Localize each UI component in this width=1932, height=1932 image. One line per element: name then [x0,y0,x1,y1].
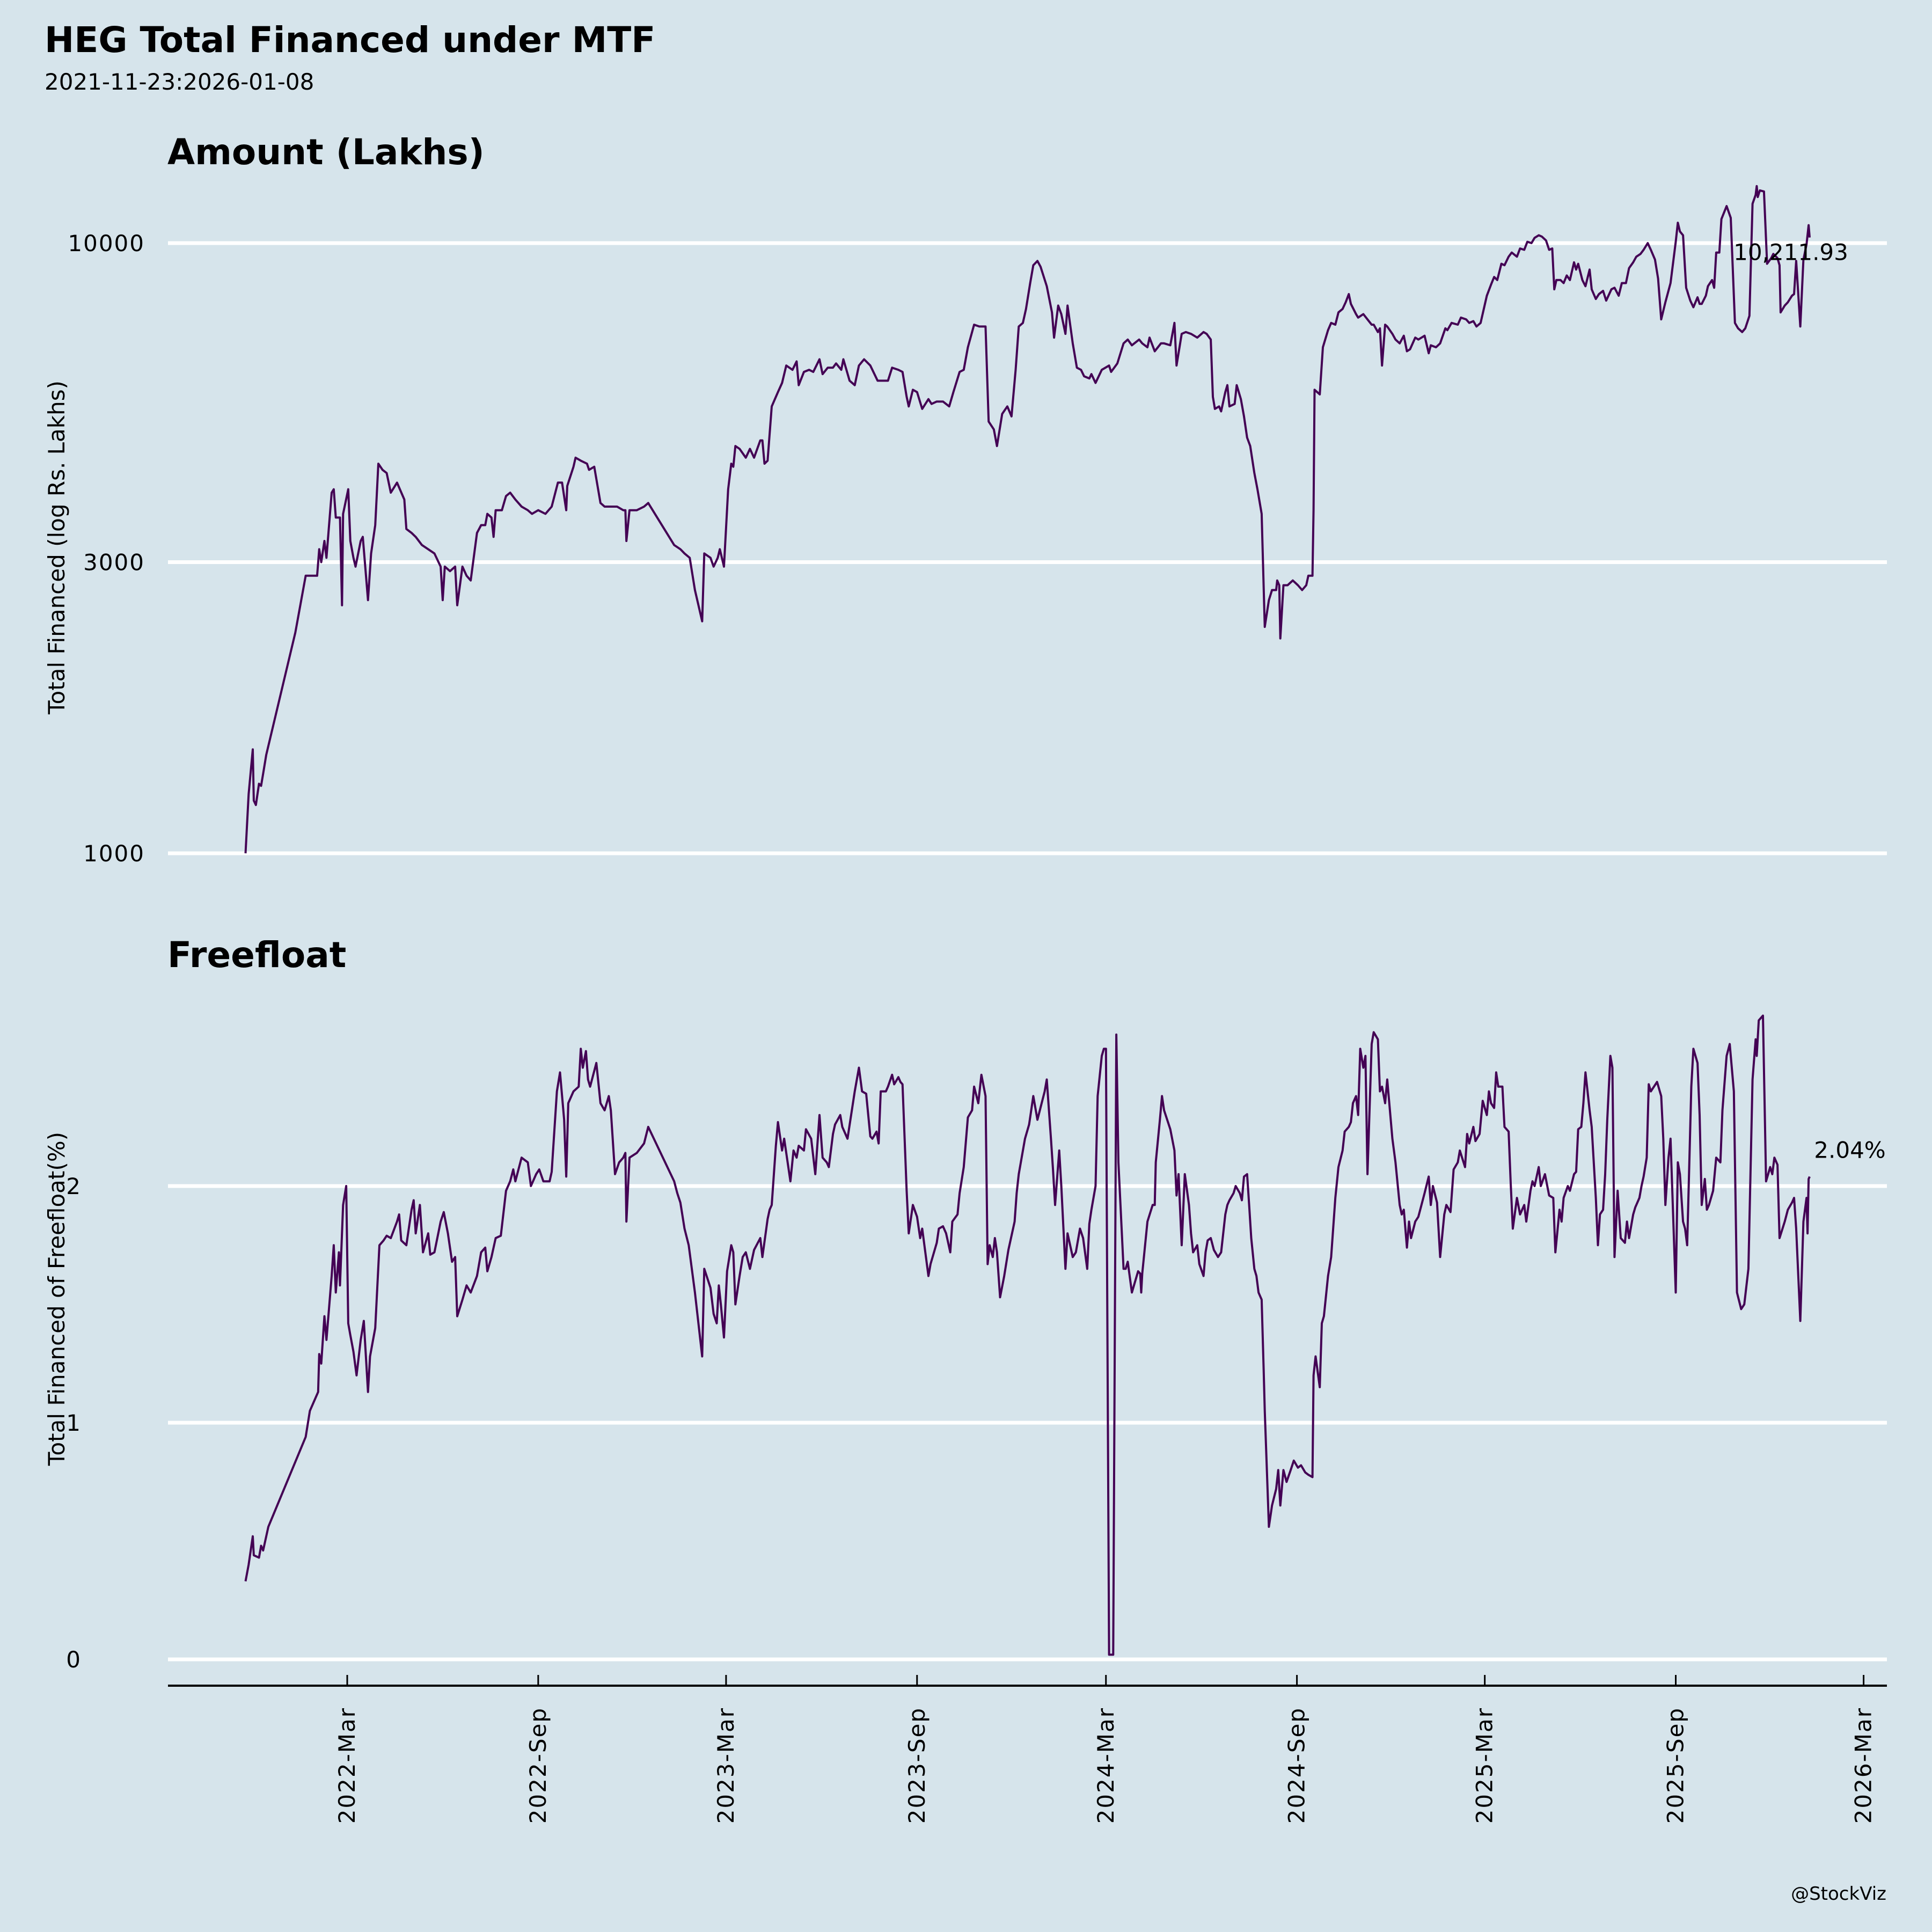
x-axis: 2022-Mar 2022-Sep 2023-Mar 2023-Sep 2024-Mar… [168,1675,1887,1824]
x-tick-label: 2023-Sep [904,1707,930,1824]
x-tick-label: 2025-Sep [1663,1707,1689,1824]
y-tick-label: 1000 [83,840,145,867]
y-ticks-freefloat: 0 1 2 [66,1173,82,1673]
panel-freefloat: Freefloat Total Financed of Freefloat(%)… [43,934,1887,1673]
y-tick-label: 3000 [83,550,145,576]
watermark-caption: @StockViz [1791,1883,1886,1905]
x-tick-label: 2025-Mar [1472,1707,1498,1824]
series-line-amount [244,185,1811,854]
chart-subtitle: 2021-11-23:2026-01-08 [45,69,314,95]
chart-title: HEG Total Financed under MTF [45,19,655,61]
y-axis-label-amount: Total Financed (log Rs. Lakhs) [43,380,70,715]
panel-title-amount: Amount (Lakhs) [167,131,485,173]
last-value-label-freefloat: 2.04% [1814,1137,1885,1163]
last-value-label-amount: 10,211.93 [1733,239,1848,266]
gridlines-freefloat [168,1184,1887,1662]
x-tick-label: 2022-Mar [334,1707,360,1824]
panel-amount: Amount (Lakhs) Total Financed (log Rs. L… [43,131,1887,867]
y-tick-label: 10000 [68,230,145,257]
series-line-freefloat [244,1014,1811,1656]
panel-title-freefloat: Freefloat [167,934,346,976]
y-tick-label: 0 [66,1646,82,1673]
x-tick-label: 2022-Sep [525,1707,551,1824]
x-tick-label: 2024-Mar [1093,1707,1119,1824]
x-tick-label: 2024-Sep [1284,1707,1310,1824]
y-tick-label: 2 [66,1173,82,1199]
y-axis-label-freefloat: Total Financed of Freefloat(%) [43,1132,70,1466]
y-ticks-amount: 1000 3000 10000 [68,230,145,867]
x-tick-label: 2026-Mar [1850,1707,1877,1824]
x-tick-label: 2023-Mar [713,1707,739,1824]
y-tick-label: 1 [66,1410,82,1436]
x-ticks: 2022-Mar 2022-Sep 2023-Mar 2023-Sep 2024-Mar… [334,1675,1877,1824]
gridlines-amount [168,241,1887,855]
